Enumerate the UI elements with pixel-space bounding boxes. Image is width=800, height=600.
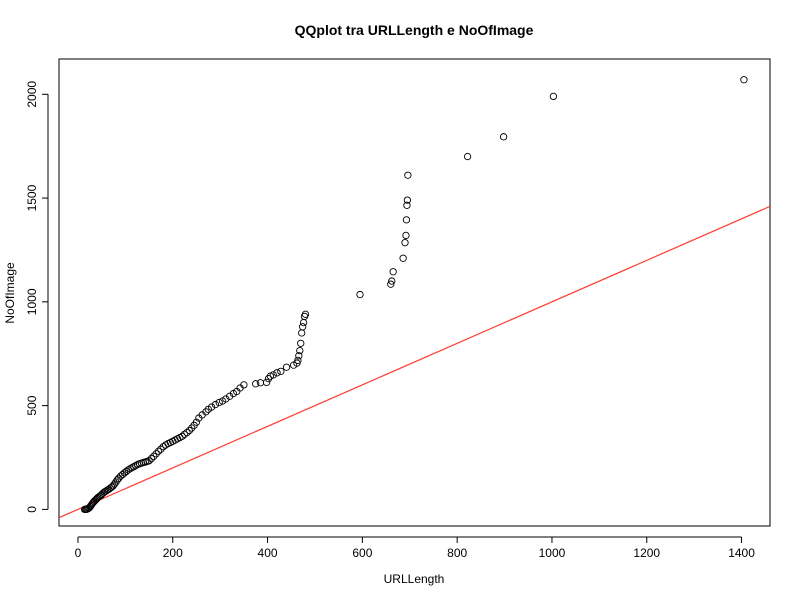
data-point [211,400,220,409]
data-point [295,352,303,360]
data-point [401,239,409,247]
data-point [225,392,234,400]
data-point [296,346,304,355]
data-point [403,196,412,204]
data-point [294,356,302,365]
data-point [215,398,223,407]
data-point [126,465,134,473]
data-point [297,339,305,348]
y-tick-label: 0 [25,506,39,513]
x-tick-label: 200 [163,546,183,560]
data-point [202,408,210,416]
data-point [277,367,285,376]
y-tick-label: 1500 [25,184,39,211]
plot-frame [58,58,771,527]
data-point [264,374,273,383]
data-point [273,369,281,377]
data-point [389,268,397,276]
y-tick-label: 500 [25,395,39,415]
data-point [252,380,260,388]
y-axis: 0 500 1000 1500 2000 [25,81,49,513]
data-points [80,76,748,514]
data-point [282,363,291,371]
data-point [240,381,248,389]
data-point [399,254,407,262]
chart-title: QQplot tra URLLength e NoOfImage [295,22,534,38]
data-point [740,76,748,84]
data-point [157,445,165,453]
data-point [222,395,230,403]
data-point [402,231,410,240]
data-point [298,323,307,331]
data-point [499,133,508,141]
data-point [298,329,306,337]
data-point [356,290,364,299]
y-axis-label: NoOfImage [3,262,17,324]
data-point [463,152,472,161]
data-point [388,277,396,285]
data-point [269,371,277,379]
data-point [403,201,411,209]
x-tick-label: 800 [447,546,467,560]
x-axis-label: URLLength [384,572,445,586]
reference-line-group [59,205,770,519]
x-tick-label: 1000 [539,546,566,560]
data-point [147,454,156,463]
data-point [404,171,412,179]
data-point [154,447,163,455]
data-point [152,450,160,458]
data-point [122,467,130,476]
x-tick-label: 1200 [633,546,660,560]
data-point [387,280,395,288]
x-tick-label: 400 [258,546,278,560]
x-axis: 0 200 400 600 800 1000 1200 1400 [75,536,755,560]
data-point [115,474,123,482]
x-tick-label: 1400 [728,546,755,560]
data-point [301,310,310,318]
reference-line [59,205,770,519]
data-point [150,452,158,460]
data-point [262,378,271,387]
data-point [178,432,186,440]
data-point [145,457,153,465]
data-point [180,430,189,438]
data-point [130,462,138,471]
y-tick-label: 2000 [25,81,39,108]
x-tick-label: 0 [75,546,82,560]
y-tick-label: 1000 [25,288,39,315]
data-point [183,428,191,437]
data-point [185,426,194,435]
data-point [549,92,558,101]
data-point [124,466,132,474]
data-point [128,464,136,472]
data-point [192,418,201,426]
x-tick-label: 600 [352,546,372,560]
data-point [402,216,411,224]
data-point [299,318,308,327]
data-point [207,403,216,411]
data-point [256,379,265,387]
